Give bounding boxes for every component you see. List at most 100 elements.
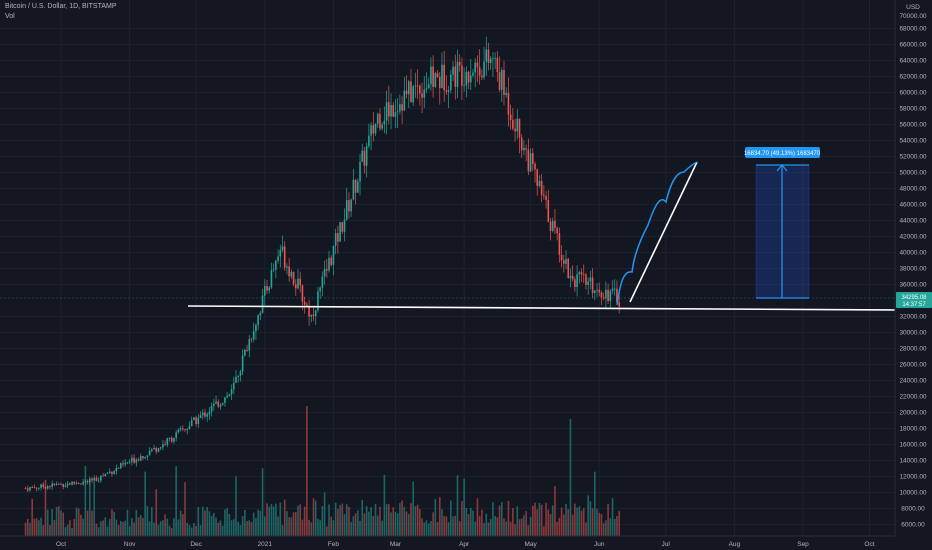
candle: [168, 436, 171, 442]
volume-bar: [26, 518, 29, 536]
volume-bar: [578, 506, 581, 536]
time-tick: Oct: [864, 541, 874, 548]
volume-bar: [357, 510, 359, 536]
volume-bar: [496, 517, 499, 536]
volume-bar: [206, 507, 208, 536]
candle: [370, 122, 372, 151]
candle: [350, 198, 352, 217]
candle: [412, 84, 414, 107]
candle: [518, 118, 521, 154]
volume-bar: [213, 512, 215, 536]
time-tick: Oct: [56, 541, 66, 548]
candle: [308, 299, 310, 326]
volume-bar: [290, 517, 293, 536]
volume-bar: [201, 506, 204, 536]
time-tick: 2021: [258, 541, 273, 548]
candle: [399, 94, 401, 115]
volume-bar: [308, 519, 310, 536]
volume-bar: [531, 505, 534, 536]
candle: [219, 402, 222, 410]
support-line[interactable]: [187, 305, 896, 311]
price-tick: 46000.00: [899, 202, 926, 209]
candle: [102, 472, 104, 477]
candle: [571, 265, 574, 282]
candle: [151, 447, 153, 453]
candle: [91, 477, 93, 483]
candle: [272, 263, 275, 273]
volume-bar: [438, 497, 441, 536]
volume-bar: [372, 516, 375, 536]
volume-bar: [560, 507, 563, 536]
volume-bar: [111, 509, 113, 536]
candle: [35, 487, 38, 492]
candle: [463, 67, 465, 92]
measure-tool[interactable]: 16834.70 (49.13%) 1683470: [744, 147, 821, 299]
candle: [467, 70, 470, 90]
candle: [286, 263, 288, 275]
candle: [379, 108, 381, 131]
volume-bar: [399, 503, 401, 536]
candle: [520, 134, 523, 158]
candle: [197, 414, 200, 428]
candle: [616, 280, 618, 303]
candle: [228, 393, 231, 397]
volume-bar: [250, 522, 253, 536]
symbol-title: Bitcoin / U.S. Dollar, 1D, BITSTAMP: [5, 3, 117, 10]
volume-bar: [159, 521, 162, 536]
candle: [423, 75, 426, 109]
volume-bar: [423, 522, 426, 536]
trend-line[interactable]: [629, 161, 698, 303]
candle: [332, 245, 335, 276]
candle: [374, 123, 377, 137]
price-tick: 42000.00: [899, 234, 926, 241]
volume-bar: [80, 514, 82, 536]
volume-bar: [133, 522, 135, 536]
candle: [221, 402, 224, 406]
volume-bar: [193, 523, 195, 536]
candle: [598, 282, 601, 297]
volume-bar: [93, 478, 96, 536]
volume-bar: [509, 521, 512, 536]
price-tick: 68000.00: [899, 26, 926, 33]
volume-bar: [281, 525, 284, 536]
candle: [126, 462, 129, 465]
volume-bar: [82, 518, 84, 536]
price-tick: 30000.00: [899, 330, 926, 337]
volume-bar: [605, 520, 607, 536]
candle: [294, 279, 297, 296]
volume-bar: [297, 505, 299, 536]
volume-bar: [317, 518, 319, 536]
volume-bar: [381, 520, 383, 536]
volume-bar: [341, 503, 344, 536]
candle: [297, 269, 299, 290]
volume-bar: [246, 521, 248, 536]
candle: [206, 412, 208, 422]
candle: [348, 192, 350, 219]
volume-bar: [244, 510, 246, 536]
candle: [131, 454, 133, 466]
drawings-layer[interactable]: [0, 161, 896, 311]
price-tick: 54000.00: [899, 138, 926, 145]
volume-bar: [115, 519, 118, 536]
volume-bar: [62, 512, 65, 536]
volume-bar: [182, 514, 184, 536]
candle: [396, 98, 399, 129]
candle: [416, 69, 419, 99]
volume-bar: [458, 521, 461, 536]
volume-bar: [226, 507, 228, 536]
projection-path[interactable]: [616, 161, 698, 306]
candle: [407, 79, 410, 109]
price-tick: 10000.00: [899, 490, 926, 497]
volume-bar: [556, 521, 558, 536]
candle: [113, 469, 115, 475]
volume-bar: [312, 498, 315, 536]
volume-bar: [51, 509, 53, 536]
volume-bar: [600, 513, 603, 536]
volume-bar: [241, 516, 244, 536]
candle: [591, 268, 594, 299]
candle: [494, 52, 496, 70]
volume-bar: [294, 512, 297, 536]
candle: [492, 52, 494, 77]
volume-bar: [259, 510, 262, 536]
